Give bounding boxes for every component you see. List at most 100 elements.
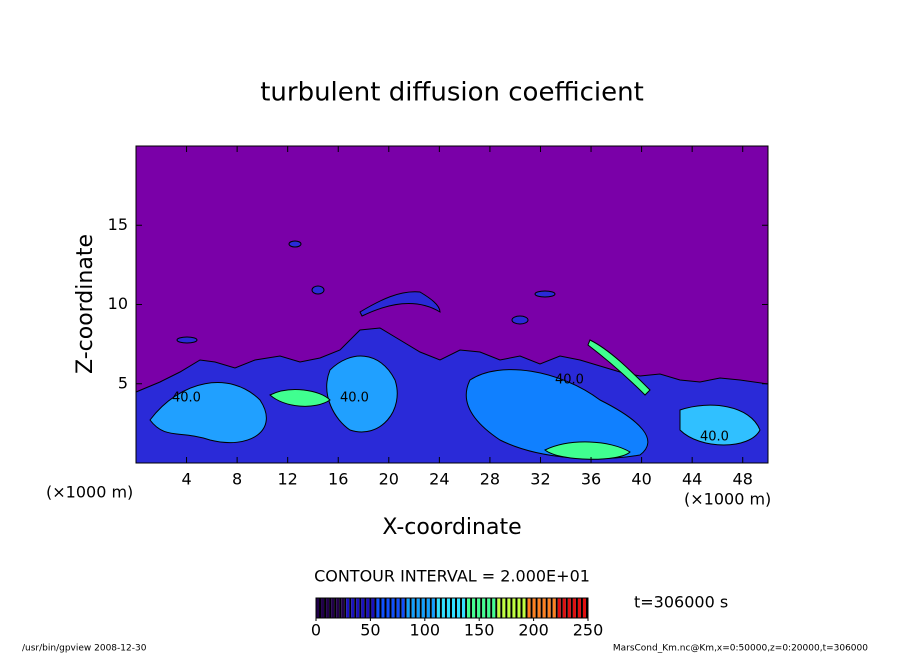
colorbar-gap [384,598,387,618]
x-tick-label: 44 [682,470,702,489]
colorbar-stripe [462,598,466,618]
colorbar-gap [319,598,322,618]
colorbar-stripe [577,598,581,618]
colorbar-stripe [522,598,526,618]
y-unit: (×1000 m) [46,483,133,502]
colorbar-gap [339,598,342,618]
field-blob [544,441,631,460]
colorbar-stripe [386,598,390,618]
colorbar-stripe [502,598,506,618]
field-streak [587,339,651,396]
contour-interval: CONTOUR INTERVAL = 2.000E+01 [314,567,590,586]
colorbar-stripe [406,598,410,618]
colorbar-gap [434,598,437,618]
colorbar-stripe [321,598,325,618]
colorbar-gap [580,598,583,618]
colorbar-gap [329,598,332,618]
field-blob [679,404,761,446]
contour-label: 40.0 [700,430,729,445]
colorbar-gap [520,598,523,618]
colorbar-stripe [331,598,335,618]
field-streak [359,291,441,317]
colorbar-tick-label: 150 [464,621,495,640]
colorbar-gap [414,598,417,618]
field-blob [149,382,267,444]
colorbar-gap [374,598,377,618]
colorbar-gap [585,598,588,618]
x-tick-label: 20 [379,470,399,489]
y-axis-label: Z-coordinate [73,234,98,374]
colorbar-stripe [547,598,551,618]
colorbar-stripe [416,598,420,618]
colorbar-stripe [482,598,486,618]
colorbar-gap [555,598,558,618]
colorbar-stripe [497,598,501,618]
colorbar-gap [429,598,432,618]
footer-right: MarsCond_Km.nc@Km,x=0:50000,z=0:20000,t=… [613,644,868,654]
footer-left: /usr/bin/gpview 2008-12-30 [22,644,147,654]
field-spot [534,290,556,298]
y-tick-label: 10 [108,294,128,313]
contour-label: 40.0 [340,391,369,406]
colorbar-stripe [527,598,531,618]
colorbar-tick-label: 100 [410,621,441,640]
colorbar-stripe [431,598,435,618]
colorbar-stripe [356,598,360,618]
colorbar-frame [315,597,589,619]
x-tick-label: 28 [480,470,500,489]
time-label: t=306000 s [634,593,728,612]
colorbar-gap [389,598,392,618]
colorbar-stripe [552,598,556,618]
colorbar-stripe [346,598,350,618]
colorbar-gap [324,598,327,618]
colorbar-stripe [401,598,405,618]
colorbar-stripe [436,598,440,618]
colorbar-gap [530,598,533,618]
colorbar-tick-label: 50 [360,621,380,640]
colorbar-gap [364,598,367,618]
colorbar-stripe [467,598,471,618]
colorbar-gap [444,598,447,618]
colorbar-stripe [421,598,425,618]
field-spot [176,336,198,344]
colorbar-stripe [517,598,521,618]
colorbar-gap [424,598,427,618]
colorbar-tick-label: 0 [311,621,321,640]
colorbar-gap [379,598,382,618]
colorbar-gap [409,598,412,618]
colorbar-stripe [371,598,375,618]
colorbar-stripe [487,598,491,618]
colorbar-tick-label: 200 [518,621,549,640]
colorbar-gap [535,598,538,618]
colorbar-gap [344,598,347,618]
colorbar-gap [560,598,563,618]
y-tick-label: 5 [118,373,128,392]
colorbar-stripe [351,598,355,618]
colorbar-stripe [557,598,561,618]
colorbar-stripe [366,598,370,618]
x-tick-label: 16 [328,470,348,489]
colorbar-stripe [507,598,511,618]
colorbar-stripe [562,598,566,618]
colorbar-gap [394,598,397,618]
x-tick-label: 12 [278,470,298,489]
colorbar-gap [510,598,513,618]
colorbar-stripe [542,598,546,618]
colorbar-stripe [316,598,320,618]
colorbar-stripe [477,598,481,618]
chart-title: turbulent diffusion coefficient [260,78,644,108]
colorbar-gap [369,598,372,618]
colorbar-stripe [446,598,450,618]
colorbar-gap [525,598,528,618]
colorbar-gap [404,598,407,618]
x-tick-label: 40 [631,470,651,489]
colorbar-stripe [572,598,576,618]
x-tick-label: 32 [530,470,550,489]
field-spot [288,240,302,248]
colorbar-gap [505,598,508,618]
colorbar-gap [349,598,352,618]
colorbar-gap [480,598,483,618]
x-tick-label: 48 [733,470,753,489]
colorbar-gap [455,598,458,618]
